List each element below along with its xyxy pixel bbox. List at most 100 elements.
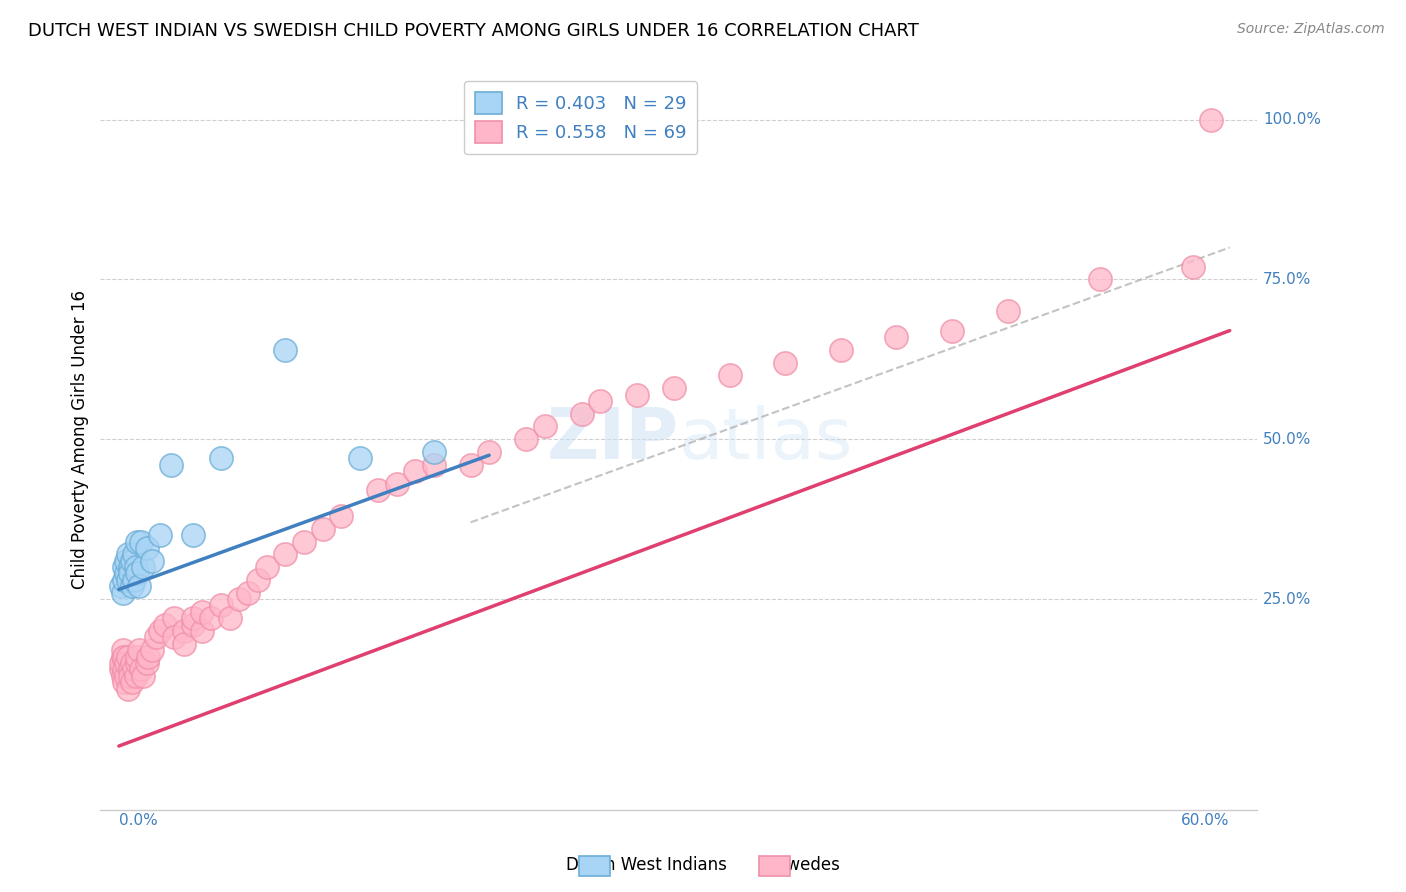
Point [1088, 272, 1111, 286]
Point [571, 407, 593, 421]
Point [121, 579, 143, 593]
Point [111, 643, 134, 657]
Point [664, 381, 686, 395]
Point [115, 566, 138, 581]
Point [145, 631, 167, 645]
Point [111, 585, 134, 599]
Point [115, 656, 138, 670]
Text: 60.0%: 60.0% [1181, 814, 1230, 828]
Text: DUTCH WEST INDIAN VS SWEDISH CHILD POVERTY AMONG GIRLS UNDER 16 CORRELATION CHAR: DUTCH WEST INDIAN VS SWEDISH CHILD POVER… [28, 22, 920, 40]
Point [115, 554, 138, 568]
Point [110, 662, 132, 676]
Point [385, 477, 408, 491]
Point [163, 611, 186, 625]
Point [124, 669, 146, 683]
Point [941, 324, 963, 338]
Text: 50.0%: 50.0% [1263, 432, 1312, 447]
Point [149, 528, 172, 542]
Point [274, 547, 297, 561]
Point [122, 547, 145, 561]
Point [115, 669, 138, 683]
Point [141, 554, 163, 568]
Point [830, 343, 852, 357]
Point [274, 343, 297, 357]
Point [138, 649, 160, 664]
Text: Dutch West Indians: Dutch West Indians [567, 856, 727, 874]
Point [110, 656, 132, 670]
Point [117, 573, 139, 587]
Point [112, 662, 135, 676]
Point [149, 624, 172, 638]
Point [112, 675, 135, 690]
Point [129, 662, 152, 676]
Text: 100.0%: 100.0% [1263, 112, 1322, 128]
Point [112, 649, 135, 664]
Point [128, 579, 150, 593]
Point [118, 566, 141, 581]
Text: Source: ZipAtlas.com: Source: ZipAtlas.com [1237, 22, 1385, 37]
Point [626, 387, 648, 401]
Point [128, 643, 150, 657]
Point [117, 649, 139, 664]
Point [367, 483, 389, 498]
Point [349, 451, 371, 466]
Point [191, 624, 214, 638]
Point [122, 662, 145, 676]
Point [209, 599, 232, 613]
Point [121, 675, 143, 690]
Text: 0.0%: 0.0% [120, 814, 157, 828]
Text: Swedes: Swedes [776, 856, 841, 874]
Point [219, 611, 242, 625]
Point [181, 617, 204, 632]
Point [111, 649, 134, 664]
Point [173, 637, 195, 651]
Point [117, 547, 139, 561]
Point [141, 643, 163, 657]
Point [246, 573, 269, 587]
Point [127, 534, 149, 549]
Point [1199, 112, 1222, 127]
Point [292, 534, 315, 549]
Point [191, 605, 214, 619]
Point [1181, 260, 1204, 274]
Point [121, 656, 143, 670]
Point [200, 611, 222, 625]
Point [135, 541, 157, 555]
Point [121, 554, 143, 568]
Point [173, 624, 195, 638]
Point [209, 451, 232, 466]
Point [181, 528, 204, 542]
Point [124, 560, 146, 574]
Point [118, 662, 141, 676]
Legend: R = 0.403   N = 29, R = 0.558   N = 69: R = 0.403 N = 29, R = 0.558 N = 69 [464, 81, 697, 154]
Point [129, 534, 152, 549]
Point [997, 304, 1019, 318]
Point [775, 355, 797, 369]
Point [117, 681, 139, 696]
Text: 25.0%: 25.0% [1263, 591, 1312, 607]
Text: 75.0%: 75.0% [1263, 272, 1312, 287]
Point [122, 573, 145, 587]
Point [112, 560, 135, 574]
Point [127, 566, 149, 581]
Point [404, 464, 426, 478]
Point [118, 669, 141, 683]
Point [127, 649, 149, 664]
Point [118, 560, 141, 574]
Point [311, 522, 333, 536]
Point [886, 330, 908, 344]
Point [533, 419, 555, 434]
Point [111, 669, 134, 683]
Point [127, 656, 149, 670]
Point [132, 560, 155, 574]
Point [589, 393, 612, 408]
Point [135, 656, 157, 670]
Point [112, 573, 135, 587]
Point [159, 458, 181, 472]
Point [718, 368, 741, 383]
Point [256, 560, 278, 574]
Point [330, 508, 353, 523]
Point [110, 579, 132, 593]
Point [132, 669, 155, 683]
Point [422, 458, 444, 472]
